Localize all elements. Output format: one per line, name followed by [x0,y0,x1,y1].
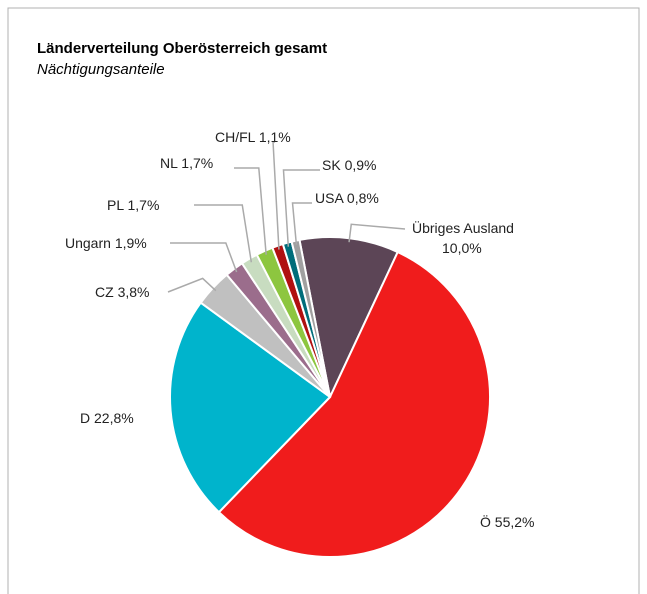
data-label: Ö 55,2% [480,513,534,530]
label-value: 1,1% [259,129,291,145]
leader-line [348,223,406,243]
label-value: 1,9% [115,235,147,251]
label-category: NL [160,155,178,171]
label-value: 0,9% [345,157,377,173]
label-category: SK [322,157,341,173]
leader-line [272,141,280,250]
label-category: CZ [95,284,114,300]
label-category: CH/FL [215,129,256,145]
label-value: 1,7% [181,155,213,171]
label-category: PL [107,197,124,213]
chart-subtitle: Nächtigungsanteile [37,61,165,78]
data-label: CZ 3,8% [95,284,149,300]
data-label: SK 0,9% [322,157,377,173]
data-label: PL 1,7% [107,197,159,213]
label-value: 0,8% [347,190,379,206]
label-value: 3,8% [118,284,150,300]
data-label: Übriges Ausland 10,0% [412,219,514,256]
label-category: D [80,410,90,426]
leader-line [167,277,217,293]
label-value: 22,8% [94,410,134,426]
label-category: Ungarn [65,235,111,251]
chart-frame [7,7,640,594]
leader-line [170,242,238,273]
data-label: NL 1,7% [160,155,213,171]
leader-line [234,167,267,255]
label-category: USA [315,190,344,206]
data-label: CH/FL 1,1% [215,129,291,145]
label-category: Ö [480,513,491,530]
leader-line [282,169,320,247]
label-category: Übriges Ausland [412,219,514,236]
label-value: 10,0% [442,240,482,256]
pie-slice [217,250,491,558]
label-value: 1,7% [128,197,160,213]
chart-title: Länderverteilung Oberösterreich gesamt [37,40,327,57]
data-label: D 22,8% [80,410,134,426]
data-label: Ungarn 1,9% [65,235,147,251]
data-label: USA 0,8% [315,190,379,206]
leader-line [194,204,253,263]
leader-line [291,202,312,245]
pie-slice [169,301,332,514]
label-value: 55,2% [495,514,535,530]
